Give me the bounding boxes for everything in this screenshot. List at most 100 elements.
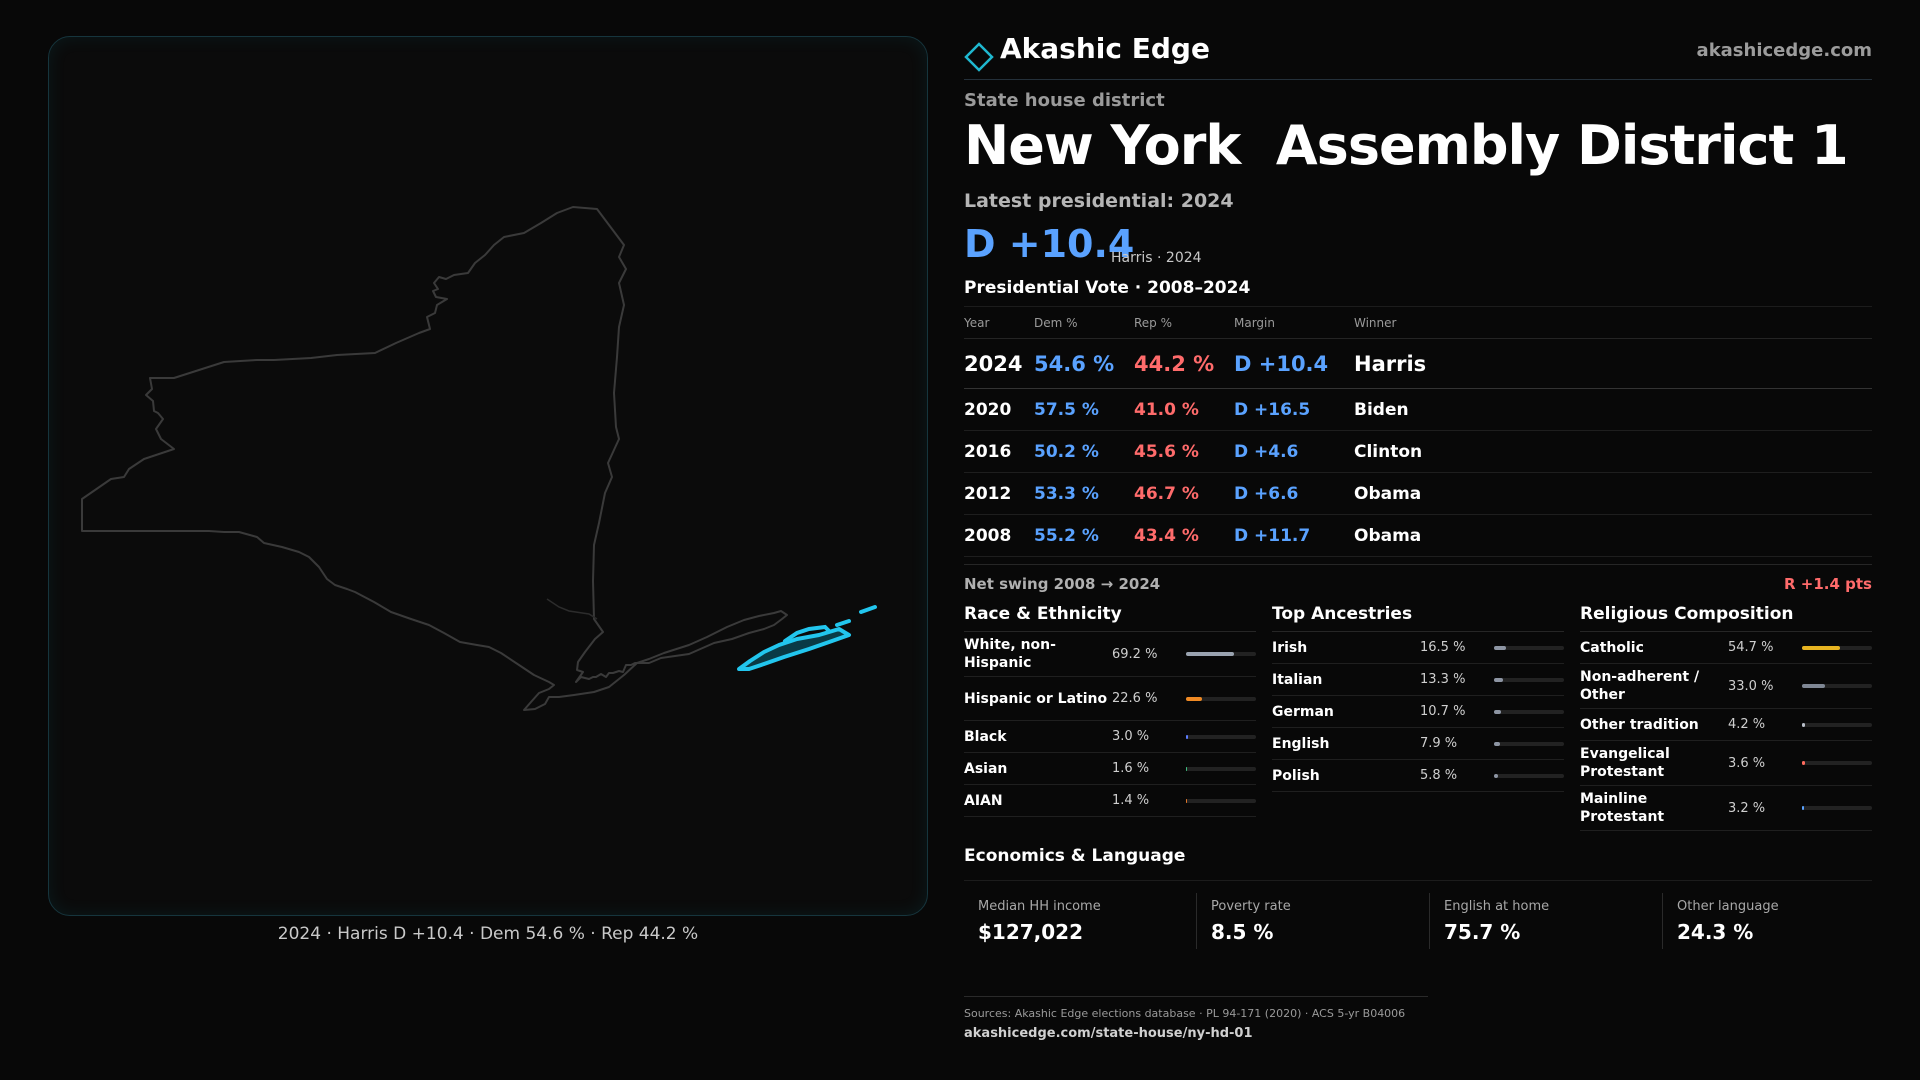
item-value: 1.6 % [1112, 761, 1150, 776]
item-value: 10.7 % [1420, 704, 1466, 719]
state-outline-map [81, 206, 877, 711]
list-item: Mainline Protestant 3.2 % [1580, 786, 1872, 831]
list-item: German 10.7 % [1272, 696, 1564, 728]
list-item: Evangelical Protestant 3.6 % [1580, 741, 1872, 786]
econ-label: Median HH income [978, 899, 1101, 914]
item-label: Other tradition [1580, 716, 1699, 733]
item-bar-fill [1494, 645, 1506, 650]
religion-title: Religious Composition [1580, 604, 1872, 632]
item-bar-track [1802, 684, 1872, 688]
item-label: Evangelical Protestant [1580, 746, 1670, 780]
item-bar-fill [1494, 773, 1499, 778]
brand-url-link[interactable]: akashicedge.com [1696, 40, 1872, 61]
item-bar-track [1494, 677, 1564, 682]
item-label: Asian [964, 760, 1008, 777]
item-bar-track [1494, 709, 1564, 714]
item-bar-fill [1494, 709, 1502, 714]
econ-value: 75.7 % [1444, 920, 1521, 944]
item-bar-fill [1186, 652, 1235, 656]
cell-rep: 45.6 % [1134, 430, 1234, 473]
item-bar-track [1802, 806, 1872, 810]
table-row: 2012 53.3 % 46.7 % D +6.6 Obama [964, 472, 1872, 515]
cell-margin: D +11.7 [1234, 514, 1354, 557]
ancestry-list: Irish 16.5 % Italian 13.3 % German 10.7 % Engl… [1272, 632, 1564, 792]
ancestry-section: Top Ancestries Irish 16.5 % Italian 13.3 % G… [1272, 604, 1564, 792]
district-highlight[interactable] [737, 627, 851, 671]
item-label: German [1272, 703, 1334, 720]
item-bar-fill [1186, 766, 1188, 771]
cell-margin: D +10.4 [1234, 338, 1354, 389]
column-header-year: Year [964, 306, 1034, 339]
item-bar-fill [1186, 798, 1188, 803]
econ-value: 24.3 % [1677, 920, 1754, 944]
cell-margin: D +6.6 [1234, 472, 1354, 515]
item-label: Italian [1272, 671, 1323, 688]
item-value: 3.6 % [1728, 755, 1766, 771]
cell-year: 2008 [964, 514, 1034, 557]
race-ethnicity-title: Race & Ethnicity [964, 604, 1256, 632]
religion-section: Religious Composition Catholic 54.7 % Non-… [1580, 604, 1872, 831]
cell-winner: Obama [1354, 514, 1872, 557]
item-label: Polish [1272, 767, 1320, 784]
latest-margin: D +10.4 [964, 222, 1135, 266]
list-item: Italian 13.3 % [1272, 664, 1564, 696]
cell-rep: 43.4 % [1134, 514, 1234, 557]
item-bar-track [1802, 761, 1872, 765]
map-caption: 2024 · Harris D +10.4 · Dem 54.6 % · Rep… [277, 924, 699, 944]
econ-item-poverty: Poverty rate 8.5 % [1196, 893, 1428, 949]
brand-header: Akashic Edge akashicedge.com [964, 32, 1872, 80]
item-label: Non-adherent / Other [1580, 669, 1700, 703]
item-label: Irish [1272, 639, 1308, 656]
cell-dem: 57.5 % [1034, 388, 1134, 431]
econ-item-other-language: Other language 24.3 % [1662, 893, 1894, 949]
cell-margin: D +4.6 [1234, 430, 1354, 473]
list-item: Polish 5.8 % [1272, 760, 1564, 792]
item-bar-track [1186, 652, 1256, 656]
cell-winner: Obama [1354, 472, 1872, 515]
econ-label: Other language [1677, 899, 1779, 914]
cell-year: 2020 [964, 388, 1034, 431]
item-value: 54.7 % [1728, 640, 1774, 655]
economics-row: Median HH income $127,022 Poverty rate 8… [964, 880, 1872, 956]
district-map[interactable] [48, 36, 928, 916]
item-bar-track [1186, 798, 1256, 803]
item-label: Mainline Protestant [1580, 791, 1665, 825]
net-swing-row: Net swing 2008 → 2024 R +1.4 pts [964, 564, 1872, 600]
latest-margin-sub: Harris · 2024 [1111, 250, 1202, 266]
item-bar-track [1494, 741, 1564, 746]
column-header-winner: Winner [1354, 306, 1872, 339]
item-value: 5.8 % [1420, 768, 1458, 783]
item-bar-fill [1802, 761, 1805, 765]
district-type-kicker: State house district [964, 90, 1165, 111]
list-item: Black 3.0 % [964, 721, 1256, 753]
table-row: 2020 57.5 % 41.0 % D +16.5 Biden [964, 388, 1872, 431]
item-bar-fill [1186, 696, 1202, 701]
item-bar-track [1802, 722, 1872, 727]
item-bar-fill [1802, 722, 1805, 727]
cell-margin: D +16.5 [1234, 388, 1354, 431]
item-bar-fill [1494, 677, 1504, 682]
district-info-panel: Akashic Edge akashicedge.com State house… [964, 0, 1872, 1080]
list-item: Hispanic or Latino 22.6 % [964, 677, 1256, 721]
table-row: 2008 55.2 % 43.4 % D +11.7 Obama [964, 514, 1872, 557]
table-row: 2024 54.6 % 44.2 % D +10.4 Harris [964, 338, 1872, 389]
economics-title: Economics & Language [964, 846, 1186, 866]
item-value: 3.2 % [1728, 800, 1766, 816]
presidential-vote-table: Year Dem % Rep % Margin Winner 2024 54.6… [964, 306, 1872, 557]
table-row: 2016 50.2 % 45.6 % D +4.6 Clinton [964, 430, 1872, 473]
column-header-margin: Margin [1234, 306, 1354, 339]
column-header-dem: Dem % [1034, 306, 1134, 339]
district-highlight-north-fork [783, 605, 877, 643]
item-bar-track [1186, 734, 1256, 739]
item-value: 7.9 % [1420, 736, 1458, 751]
list-item: Catholic 54.7 % [1580, 632, 1872, 664]
latest-presidential-label: Latest presidential: 2024 [964, 190, 1234, 212]
race-ethnicity-list: White, non-Hispanic 69.2 % Hispanic or Lat… [964, 632, 1256, 817]
state-outline [81, 206, 788, 711]
net-swing-value: R +1.4 pts [1784, 575, 1872, 593]
source-url-link[interactable]: akashicedge.com/state-house/ny-hd-01 [964, 1026, 1253, 1041]
list-item: Asian 1.6 % [964, 753, 1256, 785]
item-bar-fill [1802, 806, 1805, 810]
cell-dem: 55.2 % [1034, 514, 1134, 557]
diamond-outline-icon [964, 42, 994, 72]
